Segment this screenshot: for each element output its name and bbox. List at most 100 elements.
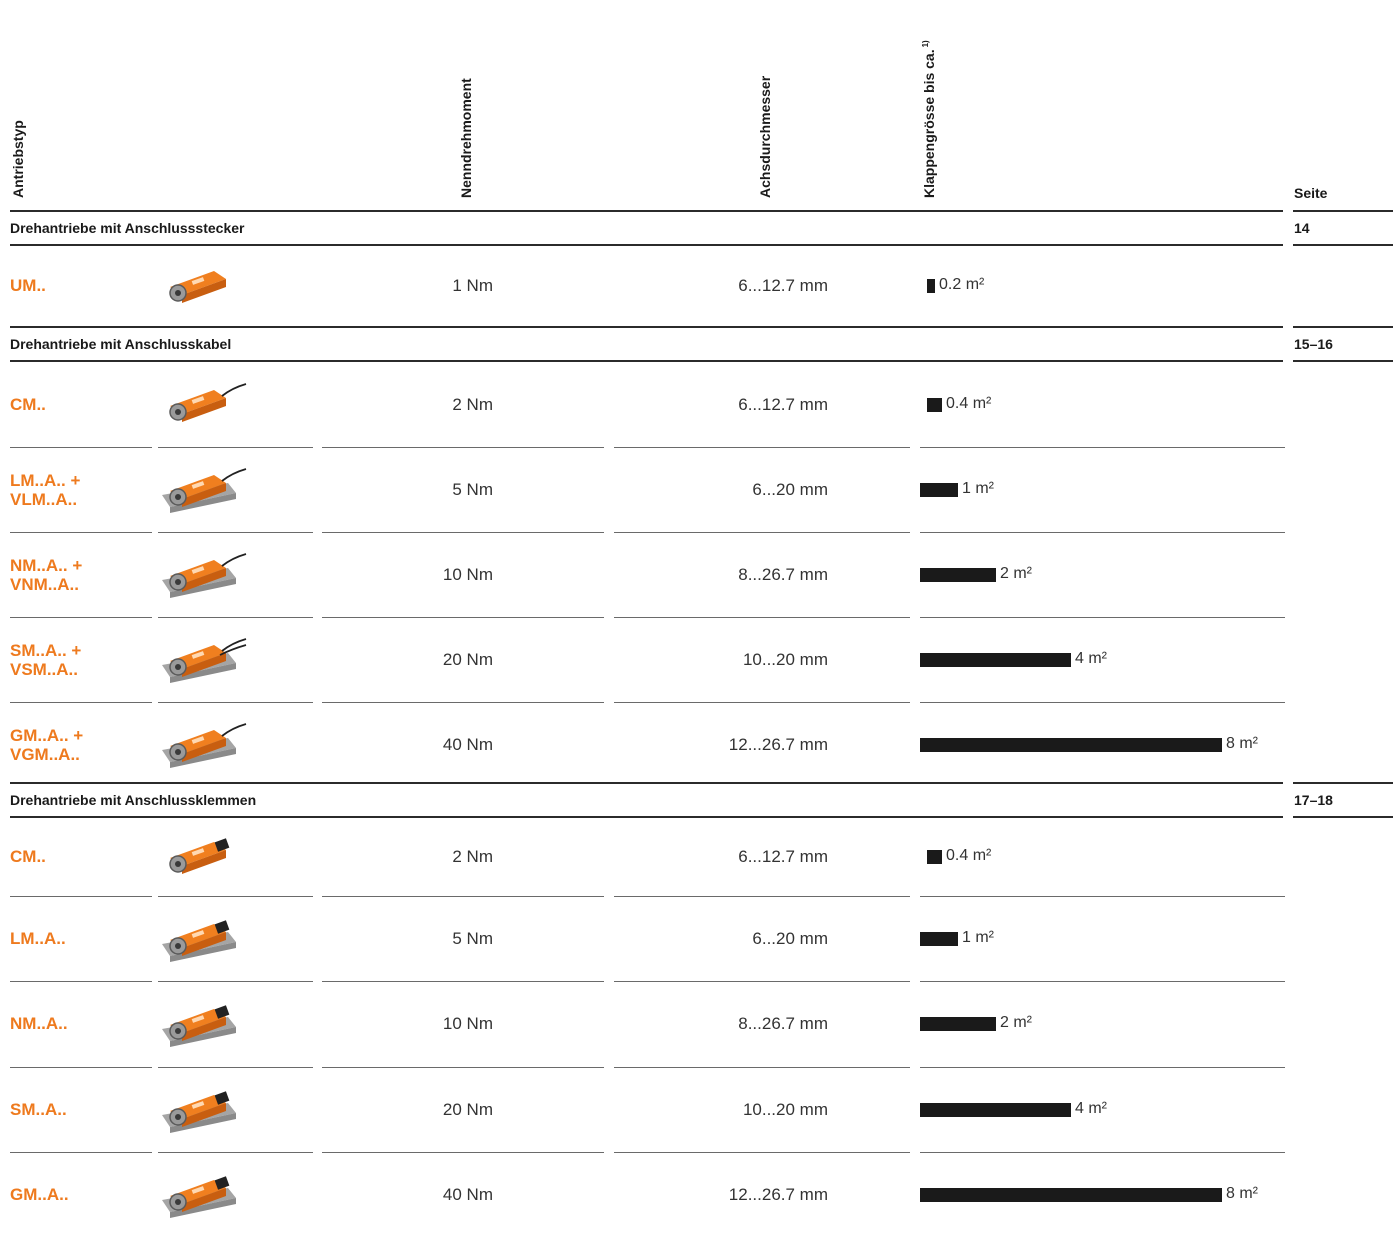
- axis-value: 6...12.7 mm: [738, 847, 828, 866]
- row-divider-axis: [614, 532, 910, 533]
- axis-value: 6...12.7 mm: [738, 276, 828, 295]
- section-rule-top: [10, 782, 1283, 784]
- row-divider-torque: [322, 617, 604, 618]
- type-code: SM..A.. + VSM..A..: [10, 640, 82, 679]
- row-divider-damper: [920, 702, 1285, 703]
- section-page: 14: [1294, 220, 1310, 236]
- damper-size-label: 0.4 m²: [946, 394, 992, 412]
- row-divider-axis: [614, 981, 910, 982]
- row-divider-torque: [322, 896, 604, 897]
- section-title: Drehantriebe mit Anschlussstecker: [10, 220, 245, 236]
- actuator-cable-icon: [169, 382, 247, 422]
- row-divider-type: [10, 702, 152, 703]
- row-divider-type: [10, 532, 152, 533]
- header-antriebstyp: Antriebstyp: [10, 120, 26, 198]
- type-code: NM..A..: [10, 1014, 68, 1033]
- damper-size-bar: [920, 652, 1071, 667]
- row-divider-image: [158, 1067, 313, 1068]
- axis-value: 6...20 mm: [752, 479, 828, 499]
- row-divider-damper: [920, 1152, 1285, 1153]
- row-divider-image: [158, 447, 313, 448]
- axis-value: 6...12.7 mm: [738, 394, 828, 414]
- actuator-terminal-icon: [162, 1175, 236, 1218]
- row-divider-torque: [322, 981, 604, 982]
- type-code: LM..A.. + VLM..A..: [10, 470, 81, 509]
- actuator-terminal-icon: [162, 919, 236, 962]
- torque-value: 40 Nm: [442, 1184, 493, 1204]
- page-rule-top: [1293, 326, 1393, 328]
- actuator-cable-icon: [162, 637, 247, 683]
- row-divider-torque: [322, 1067, 604, 1068]
- section-rule-top: [10, 210, 1283, 212]
- row-divider-image: [158, 1152, 313, 1153]
- actuator-cable-icon: [162, 722, 247, 768]
- damper-size-label: 0.4 m²: [946, 847, 992, 864]
- torque-value: 5 Nm: [452, 928, 493, 948]
- axis-value: 8...26.7 mm: [738, 564, 828, 584]
- torque-value: 40 Nm: [442, 734, 493, 754]
- row-divider-damper: [920, 981, 1285, 982]
- damper-size-bar: [920, 737, 1222, 752]
- torque-value: 10 Nm: [442, 1014, 493, 1033]
- damper-size-bar: [920, 1187, 1222, 1202]
- section-page: 17–18: [1294, 792, 1333, 808]
- damper-size-bar: [920, 567, 996, 582]
- row-divider-axis: [614, 896, 910, 897]
- actuator-cable-icon: [162, 552, 247, 598]
- actuator-cable-icon: [162, 467, 247, 513]
- damper-size-label: 2 m²: [1000, 564, 1032, 582]
- row-divider-axis: [614, 702, 910, 703]
- type-code: UM..: [10, 276, 46, 295]
- section-rule-top: [10, 326, 1283, 328]
- row-divider-type: [10, 1067, 152, 1068]
- row-divider-damper: [920, 532, 1285, 533]
- section-rule-bottom: [10, 816, 1283, 818]
- axis-value: 10...20 mm: [742, 1099, 828, 1119]
- row-divider-torque: [322, 702, 604, 703]
- header-seite: Seite: [1294, 185, 1328, 201]
- damper-size-bar: [920, 931, 958, 946]
- damper-size-label: 4 m²: [1075, 649, 1107, 667]
- row-divider-axis: [614, 1067, 910, 1068]
- row-divider-type: [10, 617, 152, 618]
- damper-size-label: 8 m²: [1226, 1184, 1258, 1202]
- row-divider-damper: [920, 1067, 1285, 1068]
- row-divider-torque: [322, 447, 604, 448]
- section-rule-bottom: [10, 360, 1283, 362]
- torque-value: 10 Nm: [442, 564, 493, 584]
- torque-value: 1 Nm: [452, 276, 493, 295]
- damper-size-label: 4 m²: [1075, 1099, 1107, 1117]
- actuator-plug-icon: [169, 271, 226, 303]
- page-rule-top: [1293, 782, 1393, 784]
- actuator-terminal-icon: [169, 838, 230, 874]
- row-divider-axis: [614, 1152, 910, 1153]
- row-divider-axis: [614, 447, 910, 448]
- axis-value: 10...20 mm: [742, 649, 828, 669]
- type-code: SM..A..: [10, 1099, 67, 1119]
- axis-value: 12...26.7 mm: [728, 734, 828, 754]
- type-code: GM..A.. + VGM..A..: [10, 725, 84, 764]
- row-divider-image: [158, 896, 313, 897]
- row-divider-image: [158, 981, 313, 982]
- damper-size-bar: [927, 397, 942, 412]
- page-rule-bottom: [1293, 816, 1393, 818]
- section-rule-bottom: [10, 244, 1283, 246]
- axis-value: 12...26.7 mm: [728, 1184, 828, 1204]
- axis-value: 8...26.7 mm: [738, 1014, 828, 1033]
- footnote-marker: 1): [921, 40, 931, 48]
- damper-size-label: 8 m²: [1226, 734, 1258, 752]
- torque-value: 2 Nm: [452, 847, 493, 866]
- row-divider-image: [158, 532, 313, 533]
- row-divider-type: [10, 1152, 152, 1153]
- section-title: Drehantriebe mit Anschlussklemmen: [10, 792, 257, 808]
- damper-size-label: 0.2 m²: [939, 276, 985, 293]
- torque-value: 5 Nm: [452, 479, 493, 499]
- axis-value: 6...20 mm: [752, 928, 828, 948]
- damper-size-bar: [927, 850, 942, 864]
- header-achsdurchmesser: Achsdurchmesser: [757, 75, 773, 198]
- torque-value: 20 Nm: [442, 1099, 493, 1119]
- damper-size-bar: [920, 1102, 1071, 1117]
- page-rule-bottom: [1293, 244, 1393, 246]
- type-code: CM..: [10, 847, 46, 866]
- type-code: CM..: [10, 394, 46, 414]
